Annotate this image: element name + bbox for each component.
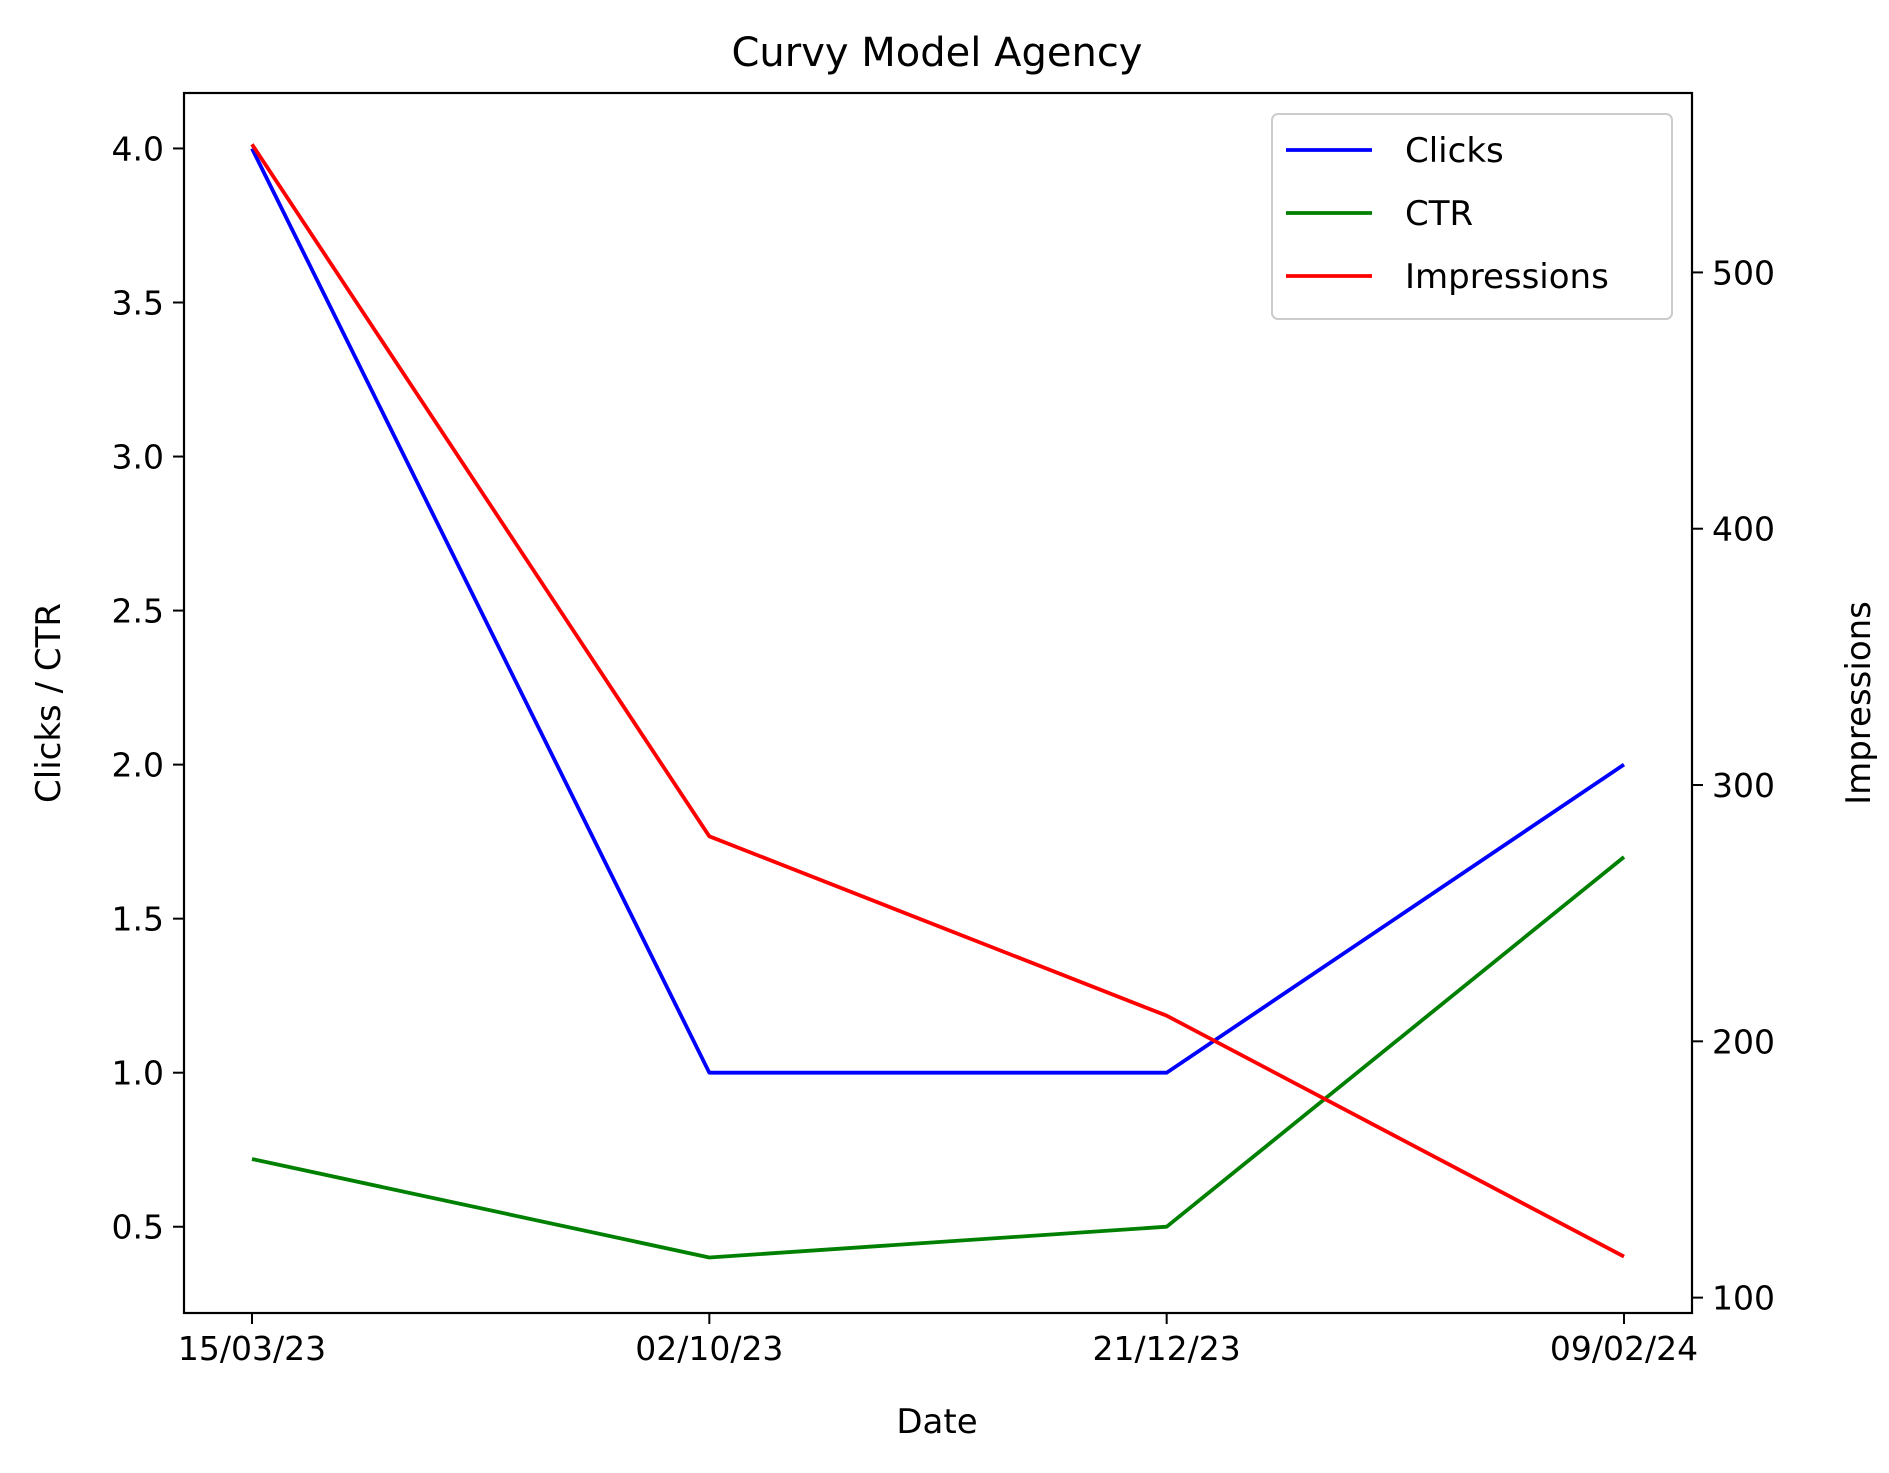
legend-box: [1271, 113, 1673, 320]
legend-label-clicks: Clicks: [1405, 131, 1504, 171]
y2-tick-label: 400: [1712, 510, 1775, 549]
y-tick-label: 0.5: [112, 1208, 164, 1247]
y-tick-label: 4.0: [112, 129, 164, 168]
y-axis-right-ticks: 100 200 300 400 500: [1692, 253, 1775, 1318]
plot-lines: [250, 143, 1626, 1260]
plot-frame: [182, 91, 1694, 1315]
y-tick-label: 2.5: [112, 592, 164, 631]
x-tick-label: 21/12/23: [1093, 1329, 1241, 1368]
legend-label-impressions: Impressions: [1405, 257, 1609, 297]
series-line-impressions: [250, 143, 1625, 1259]
x-tick-label: 02/10/23: [635, 1329, 783, 1368]
x-tick-label: 09/02/24: [1550, 1329, 1698, 1368]
chart-title: Curvy Model Agency: [732, 30, 1143, 76]
y-tick-label: 3.5: [112, 283, 164, 322]
x-tick-label: 15/03/23: [178, 1329, 326, 1368]
x-axis-ticks: 15/03/23 02/10/23 21/12/23 09/02/24: [178, 1313, 1698, 1368]
y-axis-left-ticks: 0.5 1.0 1.5 2.0 2.5 3.0 3.5 4.0: [112, 129, 184, 1247]
legend: Clicks CTR Impressions: [1271, 113, 1673, 320]
y2-tick-label: 300: [1712, 766, 1775, 805]
series-line-clicks: [250, 147, 1626, 1075]
y-tick-label: 3.0: [112, 438, 164, 477]
y2-tick-label: 500: [1712, 253, 1775, 292]
x-axis-label: Date: [896, 1402, 977, 1442]
y-tick-label: 1.0: [112, 1054, 164, 1093]
legend-label-ctr: CTR: [1405, 194, 1473, 234]
y-tick-label: 2.0: [112, 746, 164, 785]
series-line-ctr: [251, 855, 1626, 1260]
y2-tick-label: 100: [1712, 1279, 1775, 1318]
y-tick-label: 1.5: [112, 900, 164, 939]
y-axis-right-label: Impressions: [1839, 601, 1879, 805]
y-axis-left-label: Clicks / CTR: [29, 603, 69, 803]
y2-tick-label: 200: [1712, 1022, 1775, 1061]
